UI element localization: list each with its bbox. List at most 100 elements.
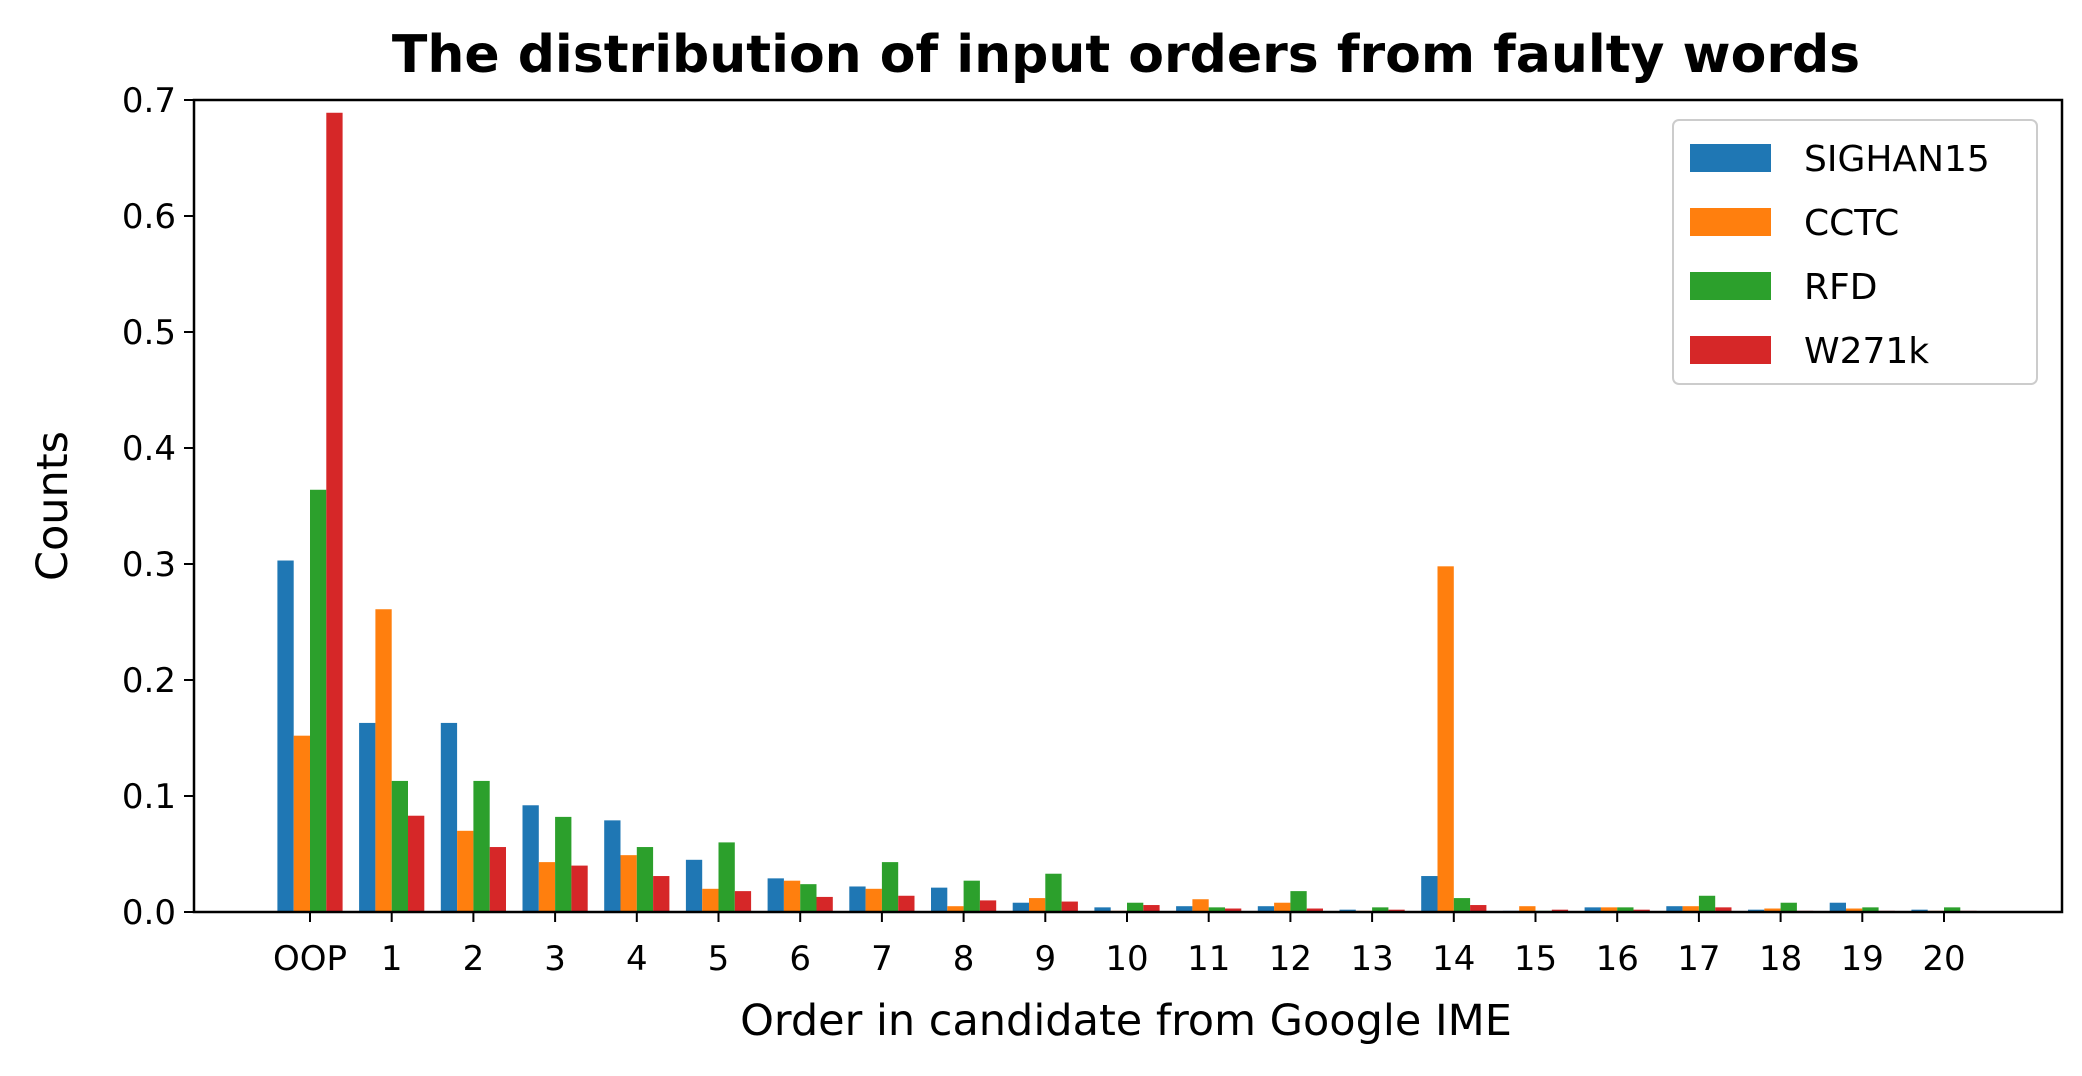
x-tick-label: 16 xyxy=(1596,939,1639,979)
bar-CCTC-17 xyxy=(1682,906,1699,912)
legend-label-W271k: W271k xyxy=(1804,331,1929,372)
y-tick-label: 0.0 xyxy=(122,893,176,933)
chart-title: The distribution of input orders from fa… xyxy=(392,25,1860,85)
bar-SIGHAN15-5 xyxy=(685,859,703,912)
bar-SIGHAN15-8 xyxy=(931,887,948,912)
bar-W271k-14 xyxy=(1470,905,1487,912)
bar-CCTC-12 xyxy=(1274,902,1291,912)
bar-CCTC-11 xyxy=(1192,899,1209,912)
x-tick-label: 4 xyxy=(626,939,648,979)
legend-label-SIGHAN15: SIGHAN15 xyxy=(1804,139,1990,180)
y-tick-label: 0.5 xyxy=(122,313,176,353)
bar-RFD-7 xyxy=(881,862,899,912)
bar-SIGHAN15-12 xyxy=(1257,906,1275,912)
bar-SIGHAN15-11 xyxy=(1176,906,1193,912)
bars-group xyxy=(277,112,1977,912)
bar-CCTC-14 xyxy=(1437,566,1454,912)
bar-RFD-19 xyxy=(1862,907,1879,912)
bar-W271k-7 xyxy=(898,895,915,912)
y-tick-label: 0.6 xyxy=(122,197,176,237)
bar-RFD-9 xyxy=(1045,873,1062,912)
y-axis-label: Counts xyxy=(28,431,78,581)
bar-RFD-10 xyxy=(1127,902,1144,912)
y-tick-label: 0.4 xyxy=(122,429,176,469)
x-tick-label: 8 xyxy=(953,939,975,979)
y-tick-label: 0.1 xyxy=(122,777,176,817)
y-tick-label: 0.3 xyxy=(122,545,176,585)
bar-SIGHAN15-14 xyxy=(1421,876,1438,912)
bar-RFD-16 xyxy=(1617,907,1634,912)
bar-W271k-8 xyxy=(979,900,997,912)
bar-CCTC-9 xyxy=(1029,898,1046,912)
legend-label-RFD: RFD xyxy=(1804,267,1877,308)
x-tick-label: 2 xyxy=(463,939,485,979)
x-axis-label: Order in candidate from Google IME xyxy=(740,996,1512,1046)
bar-RFD-17 xyxy=(1698,895,1716,912)
bar-RFD-3 xyxy=(555,816,572,912)
legend-swatch-W271k xyxy=(1690,336,1771,364)
bar-CCTC-16 xyxy=(1600,907,1618,912)
bar-W271k-5 xyxy=(734,891,752,912)
bar-SIGHAN15-7 xyxy=(849,886,866,912)
bar-W271k-11 xyxy=(1225,908,1242,912)
bar-SIGHAN15-19 xyxy=(1829,902,1846,912)
bar-W271k-4 xyxy=(653,876,670,912)
x-tick-label: 7 xyxy=(871,939,893,979)
x-tick-label: 3 xyxy=(544,939,566,979)
bar-SIGHAN15-10 xyxy=(1094,907,1111,912)
bar-CCTC-7 xyxy=(865,888,882,912)
bar-SIGHAN15-17 xyxy=(1666,906,1683,912)
bar-CCTC-8 xyxy=(947,906,964,912)
bar-SIGHAN15-9 xyxy=(1012,902,1029,912)
legend-label-CCTC: CCTC xyxy=(1804,203,1899,244)
bar-W271k-9 xyxy=(1061,901,1078,912)
x-tick-label: 20 xyxy=(1922,939,1965,979)
bar-RFD-18 xyxy=(1780,902,1797,912)
bar-W271k-6 xyxy=(816,896,833,912)
legend-swatch-CCTC xyxy=(1690,208,1771,236)
bar-SIGHAN15-6 xyxy=(767,878,784,912)
bar-RFD-13 xyxy=(1372,907,1389,912)
x-tick-label: 10 xyxy=(1105,939,1148,979)
bar-CCTC-5 xyxy=(702,888,719,912)
x-tick-label: 1 xyxy=(381,939,403,979)
bar-CCTC-19 xyxy=(1846,908,1863,912)
bar-RFD-6 xyxy=(800,884,817,912)
legend-swatch-RFD xyxy=(1690,272,1771,300)
bar-CCTC-OOP xyxy=(293,735,310,912)
x-tick-label: 18 xyxy=(1759,939,1802,979)
bar-CCTC-6 xyxy=(783,880,801,912)
bar-CCTC-4 xyxy=(620,855,637,912)
x-tick-label: 13 xyxy=(1350,939,1393,979)
x-tick-label: 6 xyxy=(789,939,811,979)
bar-RFD-OOP xyxy=(310,489,327,912)
bar-CCTC-1 xyxy=(375,609,392,912)
x-tick-label: 5 xyxy=(708,939,730,979)
x-tick-label: 14 xyxy=(1432,939,1475,979)
x-tick-label: 12 xyxy=(1269,939,1312,979)
bar-RFD-20 xyxy=(1944,907,1961,912)
bar-W271k-2 xyxy=(489,847,506,912)
bar-SIGHAN15-OOP xyxy=(277,560,294,912)
bar-RFD-1 xyxy=(391,780,408,912)
y-tick-label: 0.7 xyxy=(122,81,176,121)
x-tick-label: 11 xyxy=(1187,939,1230,979)
x-tick-label: 19 xyxy=(1841,939,1884,979)
ticks-group: OOP 1 2 3 4 5 6 7 8 9 10 11 12 13 14 15 16 17 18 19 200.00.1… xyxy=(122,81,1966,979)
bar-RFD-2 xyxy=(473,780,490,912)
bar-SIGHAN15-2 xyxy=(440,722,458,912)
legend-swatch-SIGHAN15 xyxy=(1690,144,1771,172)
bar-SIGHAN15-4 xyxy=(604,820,621,912)
legend-box xyxy=(1672,119,2038,385)
bar-RFD-11 xyxy=(1208,907,1225,912)
x-tick-label: OOP xyxy=(273,939,347,979)
bar-CCTC-18 xyxy=(1764,908,1781,912)
legend: SIGHAN15 CCTC RFD W271k xyxy=(1672,119,2038,385)
bar-CCTC-3 xyxy=(538,862,556,912)
bar-RFD-8 xyxy=(963,880,980,912)
x-tick-label: 17 xyxy=(1677,939,1720,979)
bar-RFD-12 xyxy=(1290,891,1307,912)
x-tick-label: 15 xyxy=(1514,939,1557,979)
bar-RFD-4 xyxy=(636,847,654,912)
